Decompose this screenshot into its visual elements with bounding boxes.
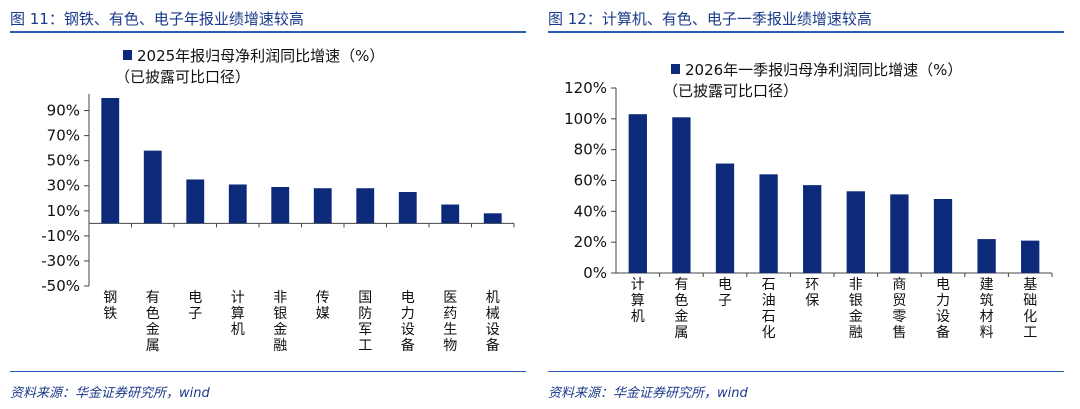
y-tick-label: 0% xyxy=(583,264,607,282)
figure-12-source: 资料来源：华金证券研究所，wind xyxy=(548,386,748,401)
category-label: 基础化工 xyxy=(1023,276,1037,341)
bar-电子 xyxy=(186,179,205,224)
y-tick-label: 80% xyxy=(574,141,607,159)
bar-基础化工 xyxy=(1021,240,1040,273)
bar-钢铁 xyxy=(101,98,120,224)
category-label: 电子 xyxy=(718,277,732,309)
figure-11-source: 资料来源：华金证券研究所，wind xyxy=(10,386,210,401)
bar-环保 xyxy=(803,185,822,273)
y-tick-label: 40% xyxy=(574,202,607,220)
figure-11-panel: 图 11：钢铁、有色、电子年报业绩增速较高 -50% -30% -10% 10% 30%… xyxy=(10,0,526,409)
bar-计算机 xyxy=(628,114,647,273)
figure-11-top-rule xyxy=(10,31,526,33)
category-label: 有色金属 xyxy=(674,277,688,341)
legend-line-1: 2025年报归母净利润同比增速（%） xyxy=(137,47,384,65)
y-tick-label: 100% xyxy=(564,110,607,128)
bar-医药生物 xyxy=(441,204,460,224)
legend-swatch xyxy=(671,64,680,74)
bar-电力设备 xyxy=(933,199,953,273)
bar-建筑材料 xyxy=(977,239,996,273)
figure-12-panel: 图 12：计算机、有色、电子一季报业绩增速较高 0% 20% 40% 60% 80% 10… xyxy=(548,0,1064,409)
bar-非银金融 xyxy=(846,191,865,273)
category-label: 国防军工 xyxy=(358,290,372,354)
y-tick-label: 30% xyxy=(47,177,80,195)
y-tick-label: -10% xyxy=(41,227,80,245)
y-tick-label: 20% xyxy=(574,233,607,251)
figure-12-title: 图 12：计算机、有色、电子一季报业绩增速较高 xyxy=(548,10,872,28)
legend-line-2: （已披露可比口径） xyxy=(115,68,250,86)
category-label: 石油石化 xyxy=(762,277,776,341)
bar-国防军工 xyxy=(356,188,375,224)
bar-非银金融 xyxy=(271,186,290,224)
y-tick-label: 10% xyxy=(47,202,80,220)
y-tick-label: 90% xyxy=(47,102,80,120)
legend-line-1: 2026年一季报归母净利润同比增速（%） xyxy=(685,61,962,79)
figure-11-title: 图 11：钢铁、有色、电子年报业绩增速较高 xyxy=(10,10,304,28)
category-label: 机械设备 xyxy=(486,290,500,354)
bar-电力设备 xyxy=(398,192,417,224)
category-label: 电力设备 xyxy=(936,277,950,341)
category-label: 钢铁 xyxy=(103,290,117,322)
category-label: 非银金融 xyxy=(273,290,287,354)
category-label: 商贸零售 xyxy=(892,277,906,341)
legend-line-2: （已披露可比口径） xyxy=(663,82,798,100)
y-tick-label: 70% xyxy=(47,127,80,145)
bar-机械设备 xyxy=(483,213,502,224)
bar-商贸零售 xyxy=(890,194,909,273)
category-label: 非银金融 xyxy=(849,277,863,341)
category-label: 电子 xyxy=(188,290,202,322)
legend-swatch xyxy=(123,50,132,60)
figure-12-chart: 0% 20% 40% 60% 80% 100% 120% 计算机 有色金属 电子 石油石化 环保 非银金… xyxy=(564,61,1053,341)
category-label: 传媒 xyxy=(316,290,330,322)
y-tick-label: 60% xyxy=(574,172,607,190)
bar-传媒 xyxy=(313,188,332,224)
category-label: 有色金属 xyxy=(146,290,160,354)
bar-石油石化 xyxy=(759,174,778,273)
figure-11-chart: -50% -30% -10% 10% 30% 50% 70% 90% 钢铁 有色金属 电子 计算机 非银… xyxy=(41,47,515,354)
figure-12-bottom-rule xyxy=(548,371,1064,372)
y-tick-label: 50% xyxy=(47,152,80,170)
category-label: 环保 xyxy=(805,277,819,309)
y-tick-label: 120% xyxy=(564,79,607,97)
bar-计算机 xyxy=(228,184,247,224)
category-label: 医药生物 xyxy=(443,290,457,354)
bar-有色金属 xyxy=(143,150,162,224)
y-tick-label: -30% xyxy=(41,252,80,270)
category-label: 电力设备 xyxy=(401,290,415,354)
y-tick-label: -50% xyxy=(41,277,80,295)
bar-有色金属 xyxy=(672,117,691,274)
category-label: 计算机 xyxy=(231,290,245,338)
category-label: 建筑材料 xyxy=(980,277,994,341)
bar-电子 xyxy=(715,163,735,273)
category-label: 计算机 xyxy=(631,277,645,325)
figure-11-bottom-rule xyxy=(10,371,526,372)
figure-12-top-rule xyxy=(548,31,1064,33)
